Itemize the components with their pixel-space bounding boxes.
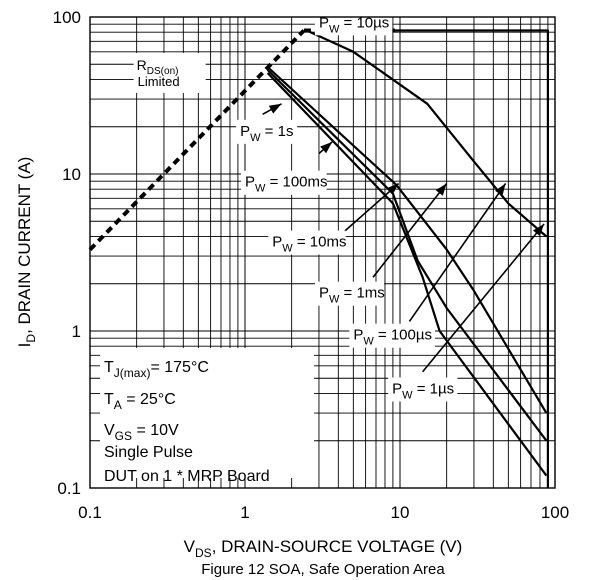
annotation-arrow-head (532, 224, 545, 237)
series-line (266, 72, 548, 477)
conditions-bg (100, 348, 314, 478)
annotation-arrow-head (386, 183, 399, 195)
rds-label-bg (133, 52, 206, 93)
pulse-width-label: PW = 100ms (245, 174, 328, 195)
annotation-label-bg (314, 11, 393, 36)
annotation-arrow-head (495, 183, 506, 196)
series-line (266, 69, 548, 442)
condition-line: Single Pulse (104, 444, 193, 461)
rds-label-line2: Limited (138, 74, 180, 89)
condition-line: VGS = 10V (104, 422, 179, 443)
condition-line: TJ(max)= 175°C (104, 359, 209, 380)
x-tick-label: 10 (391, 503, 410, 522)
annotation-arrow-head (320, 141, 333, 154)
annotation-label-bg (241, 170, 327, 195)
pulse-width-label: PW = 10µs (319, 14, 389, 35)
y-tick-label: 0.1 (57, 479, 81, 498)
figure-caption: Figure 12 SOA, Safe Operation Area (201, 561, 445, 578)
annotation-arrow-line (372, 183, 448, 278)
pulse-width-label: PW = 100µs (353, 327, 432, 348)
data-series (88, 28, 550, 488)
x-axis-label: VDS, DRAIN-SOURCE VOLTAGE (V) (184, 537, 463, 560)
x-tick-label: 100 (541, 503, 569, 522)
annotation-label-bg (349, 323, 435, 348)
y-tick-label: 10 (62, 165, 81, 184)
condition-line: DUT on 1 * MRP Board (104, 468, 270, 485)
rds-label: RDS(on) (137, 57, 179, 77)
pulse-annotations: PW = 10µs PW = 1s PW = 100ms PW = 10ms PW = … (133, 11, 545, 402)
y-tick-labels: 0.1 1 10 100 (53, 8, 81, 498)
annotation-label-bg (236, 119, 298, 144)
annotation-arrow-line (422, 223, 545, 373)
y-axis-label: ID, DRAIN CURRENT (A) (15, 157, 38, 348)
plot-frame (89, 16, 556, 489)
pulse-width-label: PW = 10ms (272, 234, 346, 255)
axis-labels: VDS, DRAIN-SOURCE VOLTAGE (V) ID, DRAIN C… (15, 157, 462, 578)
y-tick-label: 1 (72, 322, 81, 341)
y-tick-label: 100 (53, 8, 81, 27)
annotation-label-bg (268, 230, 346, 255)
x-tick-label: 1 (240, 503, 249, 522)
x-tick-labels: 0.1 1 10 100 (78, 503, 569, 522)
annotation-arrow-line (408, 183, 507, 322)
annotation-arrow-head (435, 183, 447, 196)
annotation-arrow-head (268, 103, 282, 114)
pulse-width-label: PW = 1µs (392, 380, 454, 401)
series-line (306, 29, 548, 238)
series-line (353, 29, 550, 488)
series-line (266, 66, 548, 414)
annotation-label-bg (388, 377, 458, 402)
annotation-label-bg (314, 281, 385, 306)
annotation-arrow-line (341, 182, 400, 234)
pulse-width-label: PW = 1ms (319, 285, 385, 306)
condition-line: TA = 25°C (104, 391, 176, 412)
pulse-width-label: PW = 1s (240, 123, 293, 144)
x-tick-label: 0.1 (78, 503, 102, 522)
